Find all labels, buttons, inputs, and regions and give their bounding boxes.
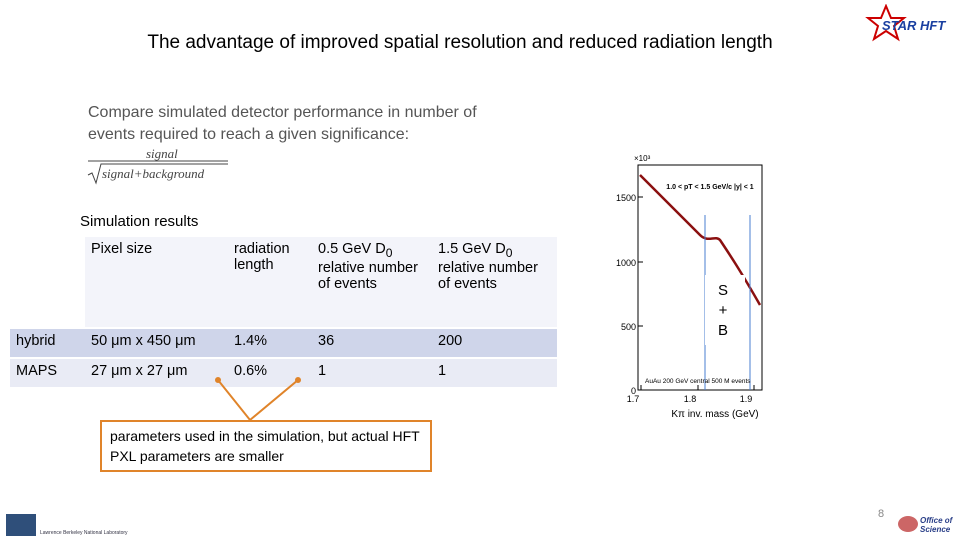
intro-line: Compare simulated detector performance i… xyxy=(88,104,477,121)
header-cell: Pixel size xyxy=(85,237,228,329)
x-tick-label: 1.7 xyxy=(627,394,640,404)
callout: parameters used in the simulation, but a… xyxy=(100,420,432,472)
cut-label: 1.0 < pT < 1.5 GeV/c |y| < 1 xyxy=(666,184,753,191)
page-number: 8 xyxy=(878,508,885,520)
header-text: relative number of events xyxy=(318,259,418,292)
table-caption: Simulation results xyxy=(80,213,199,230)
formula-numerator: signal xyxy=(146,146,178,161)
header-cell: 1.5 GeV D0 relative number of events xyxy=(432,237,557,329)
header-text: relative number of events xyxy=(438,259,538,292)
table-cell: 50 μm x 450 μm xyxy=(85,328,228,359)
header-cell: radiation length xyxy=(228,237,312,329)
intro-line: events required to reach a given signifi… xyxy=(88,126,410,143)
results-table: Pixel size radiation length 0.5 GeV D0 rel… xyxy=(10,237,557,389)
table-cell: 1.4% xyxy=(228,328,312,359)
multiplier: ×10³ xyxy=(634,154,651,163)
sb-text: + xyxy=(719,302,728,319)
header-text: 0.5 GeV D xyxy=(318,241,386,257)
sb-text: B xyxy=(718,322,728,339)
y-tick-label: 500 xyxy=(621,322,636,332)
sb-box xyxy=(705,275,745,345)
table-cell: 200 xyxy=(432,328,557,359)
sb-text: S xyxy=(718,282,728,299)
formula-denominator: signal+background xyxy=(102,166,205,181)
event-label: AuAu 200 GeV central 500 M events xyxy=(645,378,751,385)
table-cell: 27 μm x 27 μm xyxy=(85,358,228,389)
spectrum-curve xyxy=(639,174,762,306)
header-cell: 0.5 GeV D0 relative number of events xyxy=(312,237,432,329)
table-row: hybrid 50 μm x 450 μm 1.4% 36 200 xyxy=(10,328,557,359)
pointer-dot xyxy=(215,377,221,383)
header-text: radiation length xyxy=(234,241,290,273)
header-cell xyxy=(10,237,85,329)
sqrt-sign xyxy=(87,163,228,185)
y-tick-label: 1000 xyxy=(616,258,636,268)
x-tick-label: 1.8 xyxy=(684,394,697,404)
pointer-dot xyxy=(295,377,301,383)
table-cell: 1 xyxy=(312,358,432,389)
y-tick-label: 0 xyxy=(631,386,636,396)
star-icon xyxy=(865,4,907,42)
x-axis-label: Kπ inv. mass (GeV) xyxy=(671,409,758,420)
plot: 1500 1000 500 01.7 1.8 1.9 ×10³ 1.0 < pT < 1.5 … xyxy=(616,154,763,420)
header-text: Pixel size xyxy=(91,241,153,257)
header-sub: 0 xyxy=(385,245,393,260)
x-tick-label: 1.9 xyxy=(740,394,753,404)
left-logo: Lawrence Berkeley National Laboratory xyxy=(40,530,128,536)
header-row: Pixel size radiation length 0.5 GeV D0 rel… xyxy=(10,237,557,329)
lbl-icon xyxy=(6,514,36,536)
formula-lines xyxy=(87,160,228,185)
pointer-line xyxy=(217,379,299,422)
y-tick-label: 1500 xyxy=(616,193,636,203)
header-text: 1.5 GeV D xyxy=(438,241,506,257)
header-sub: 0 xyxy=(505,245,513,260)
table-cell: 1 xyxy=(432,358,557,389)
table-cell: 36 xyxy=(312,328,432,359)
table-row: MAPS 27 μm x 27 μm 0.6% 1 1 xyxy=(10,358,557,389)
callout-pointer xyxy=(215,377,301,422)
table-cell: MAPS xyxy=(10,358,85,389)
star-logo: STAR HFT xyxy=(865,4,946,42)
logo-text: STAR HFT xyxy=(882,18,946,33)
right-logo: Office of Science xyxy=(920,516,953,534)
doe-icon xyxy=(898,516,918,532)
slide-title: The advantage of improved spatial resolu… xyxy=(147,32,773,53)
table-cell: hybrid xyxy=(10,328,85,359)
